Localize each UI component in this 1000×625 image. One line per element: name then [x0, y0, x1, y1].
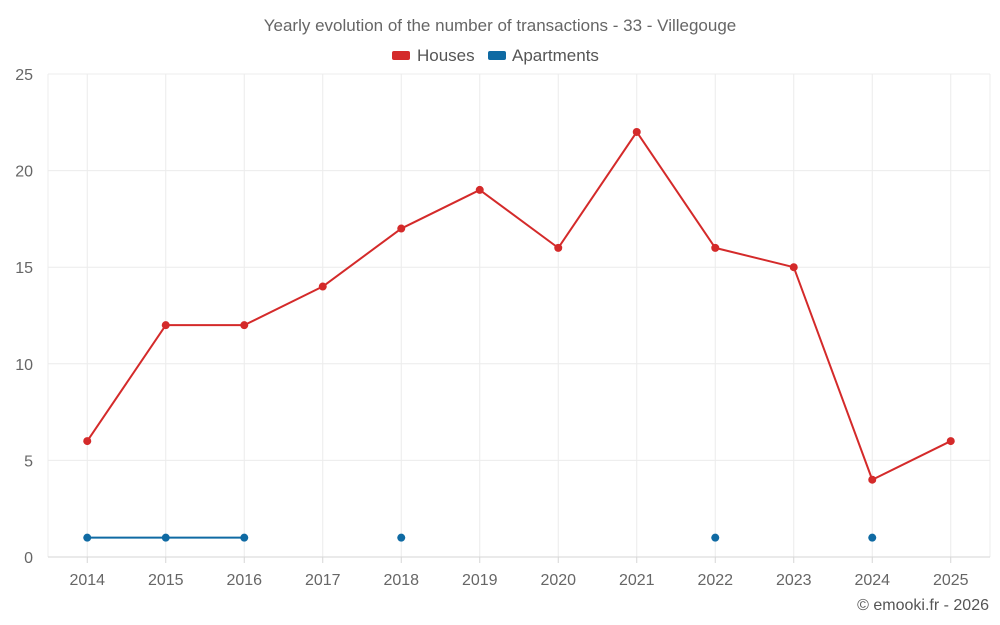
data-point-houses-2015[interactable] [161, 321, 170, 330]
axes [47, 74, 991, 558]
x-tick-label: 2025 [933, 572, 969, 589]
legend-label-houses[interactable]: Houses [417, 46, 475, 65]
x-tick-label: 2014 [69, 572, 105, 589]
x-tick-label: 2018 [383, 572, 419, 589]
data-point-apartments-2016[interactable] [240, 533, 249, 542]
legend-swatch-apartments[interactable] [488, 51, 506, 60]
data-point-houses-2019[interactable] [475, 185, 484, 194]
data-point-houses-2014[interactable] [83, 437, 92, 446]
x-tick-label: 2019 [462, 572, 498, 589]
data-point-houses-2017[interactable] [318, 282, 327, 291]
y-tick-label: 0 [24, 550, 33, 567]
x-tick-label: 2023 [776, 572, 812, 589]
data-point-apartments-2014[interactable] [83, 533, 92, 542]
data-point-houses-2025[interactable] [946, 437, 955, 446]
credit-text: © emooki.fr - 2026 [857, 597, 989, 614]
data-point-houses-2016[interactable] [240, 321, 249, 330]
data-point-houses-2021[interactable] [632, 127, 641, 136]
data-point-houses-2018[interactable] [397, 224, 406, 233]
y-tick-label: 20 [15, 164, 33, 181]
series-houses [83, 127, 955, 484]
series-layer [83, 127, 955, 542]
data-point-houses-2023[interactable] [789, 263, 798, 272]
y-tick-label: 5 [24, 453, 33, 470]
data-point-houses-2022[interactable] [711, 243, 720, 252]
y-axis-ticks: 0 5 10 15 20 25 [15, 67, 33, 567]
data-point-apartments-2024[interactable] [868, 533, 877, 542]
x-tick-label: 2024 [854, 572, 890, 589]
x-tick-label: 2015 [148, 572, 184, 589]
x-tick-label: 2017 [305, 572, 341, 589]
y-tick-label: 25 [15, 67, 33, 84]
x-axis-ticks: 2014 2015 2016 2017 2018 2019 2020 2021 2022 2023… [69, 557, 969, 589]
x-tick-label: 2016 [226, 572, 262, 589]
grid [48, 73, 990, 557]
y-tick-label: 15 [15, 260, 33, 277]
x-tick-label: 2021 [619, 572, 655, 589]
chart-title: Yearly evolution of the number of transa… [264, 16, 737, 35]
x-tick-label: 2022 [697, 572, 733, 589]
legend: Houses Apartments [392, 46, 599, 65]
series-apartments [83, 533, 877, 542]
data-point-houses-2020[interactable] [554, 243, 563, 252]
data-point-apartments-2015[interactable] [161, 533, 170, 542]
data-point-houses-2024[interactable] [868, 475, 877, 484]
series-line-houses [86, 130, 952, 481]
x-tick-label: 2020 [540, 572, 576, 589]
legend-label-apartments[interactable]: Apartments [512, 46, 599, 65]
legend-swatch-houses[interactable] [392, 51, 410, 60]
y-tick-label: 10 [15, 357, 33, 374]
data-point-apartments-2022[interactable] [711, 533, 720, 542]
data-point-apartments-2018[interactable] [397, 533, 406, 542]
